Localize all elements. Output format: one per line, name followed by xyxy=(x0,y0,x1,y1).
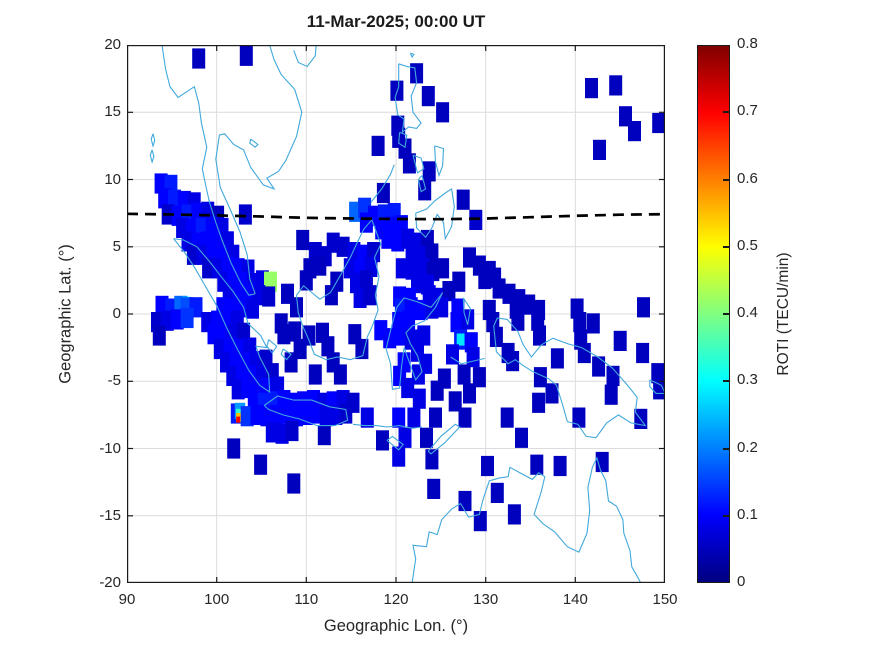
y-tick-label: -15 xyxy=(99,506,121,524)
colorbar-tick-mark xyxy=(723,380,730,383)
y-tick-label: -20 xyxy=(99,574,121,591)
y-tick-label: 0 xyxy=(112,305,121,322)
coastline-myanmar-thai-west-coast xyxy=(161,45,256,296)
coastline-mindoro xyxy=(398,131,408,149)
y-tick-label: 15 xyxy=(104,103,121,121)
y-tick-label: 5 xyxy=(112,237,121,255)
coastline-samar-leyte xyxy=(434,145,445,178)
plot-title: 11-Mar-2025; 00:00 UT xyxy=(306,12,486,31)
colorbar-tick-label: 0.2 xyxy=(737,438,758,456)
coastline-sumba xyxy=(386,435,404,451)
y-tick-label: -5 xyxy=(107,372,121,390)
coastline-mindanao xyxy=(415,187,455,241)
coastline-hainan xyxy=(293,45,317,68)
colorbar-tick-label: 0.8 xyxy=(737,35,758,52)
coastline-gulf-of-thailand-vietnam-coast xyxy=(215,45,303,294)
colorbar-tick-mark xyxy=(723,447,730,450)
roti-map-plot xyxy=(127,45,665,583)
coastline-negros xyxy=(417,175,427,193)
colorbar-tick-mark xyxy=(723,245,730,248)
coastline-palawan xyxy=(370,164,395,203)
x-tick-label: 100 xyxy=(204,591,230,608)
coastline-luzon xyxy=(394,63,422,134)
coastline-java xyxy=(263,395,349,427)
x-tick-label: 150 xyxy=(652,591,678,608)
y-tick-label: 20 xyxy=(104,36,121,53)
x-tick-label: 140 xyxy=(562,591,588,608)
roti-tile-layer xyxy=(151,45,665,532)
colorbar-tick-mark xyxy=(723,313,730,315)
colorbar-tick-label: 0.1 xyxy=(737,505,758,523)
coastline-lesser-sunda-islands xyxy=(352,423,423,429)
x-tick-label: 120 xyxy=(383,591,409,608)
map-plot-area xyxy=(127,45,665,583)
colorbar-tick-label: 0.3 xyxy=(737,371,758,389)
coastline-new-britain xyxy=(649,379,665,394)
coastline-halmahera xyxy=(462,297,471,325)
x-tick-label: 90 xyxy=(118,591,136,608)
coastline-layer xyxy=(149,45,665,583)
coastline-new-guinea xyxy=(493,317,647,439)
coastline-belitung xyxy=(280,348,292,361)
coastline-seram xyxy=(450,356,485,365)
x-tick-label: 130 xyxy=(473,591,499,608)
coastline-australia-north-coast xyxy=(411,456,642,583)
colorbar-tick-mark xyxy=(723,111,730,114)
colorbar-tick-label: 0.4 xyxy=(737,304,758,321)
plot-border xyxy=(127,45,665,583)
colorbar-tick-mark xyxy=(723,514,730,517)
coastline-sumatra xyxy=(173,238,271,394)
coastline-andaman-islands xyxy=(150,133,156,148)
coastline-bangka xyxy=(266,339,278,354)
coastline-sulawesi xyxy=(385,292,444,390)
coastline-timor xyxy=(427,423,461,455)
colorbar-tick-label: 0.5 xyxy=(737,236,758,254)
coastline-panay xyxy=(412,154,425,174)
x-tick-label: 110 xyxy=(294,591,319,608)
x-axis-label: Geographic Lon. (°) xyxy=(323,617,469,635)
y-tick-label: -10 xyxy=(99,439,121,457)
coastline-tonle-sap xyxy=(249,138,259,148)
coastline-borneo xyxy=(295,218,382,361)
colorbar-tick-mark xyxy=(723,178,730,181)
coastline-nicobar-islands xyxy=(149,149,155,164)
colorbar-tick-label: 0.7 xyxy=(737,102,758,120)
coastline-babuyan-islands xyxy=(409,52,415,59)
y-tick-label: 10 xyxy=(104,170,121,188)
colorbar-tick-label: 0.6 xyxy=(737,169,758,187)
colorbar-tick-label: 0 xyxy=(737,573,746,590)
